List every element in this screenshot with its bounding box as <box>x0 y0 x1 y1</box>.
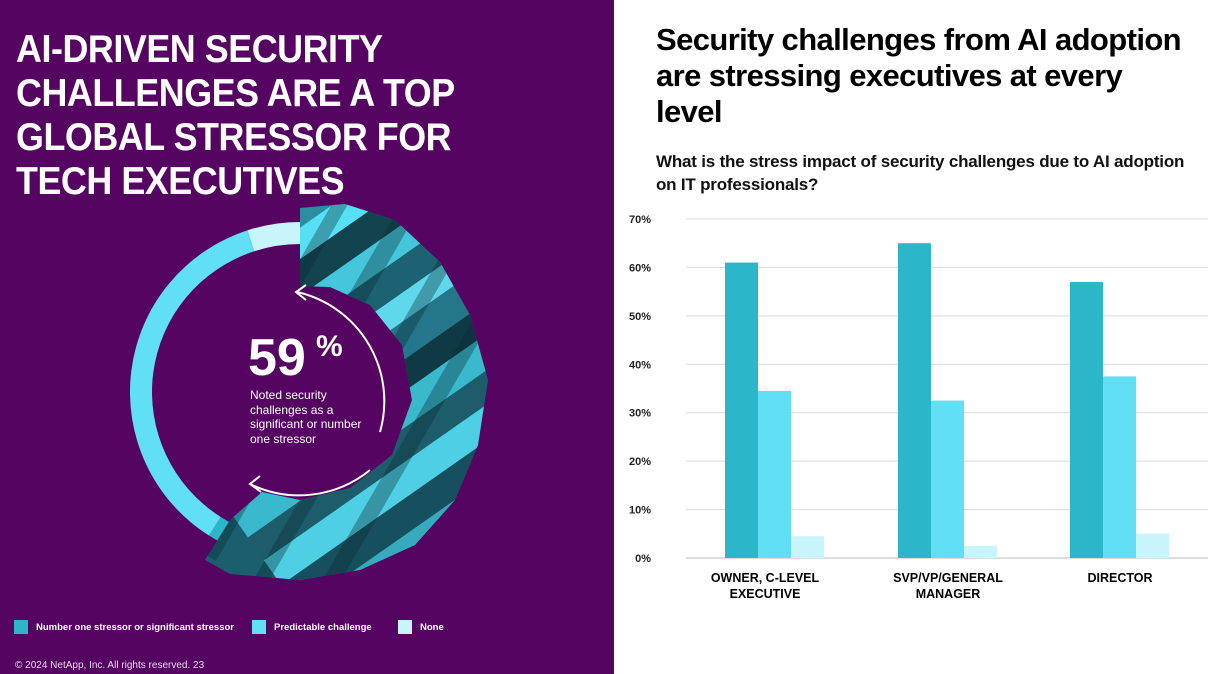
donut-chart <box>129 204 488 580</box>
legend-item-stressor: Number one stressor or significant stres… <box>14 620 234 634</box>
legend-item-none: None <box>398 620 444 634</box>
right-panel-title: Security challenges from AI adoption are… <box>656 22 1182 129</box>
bar <box>964 545 997 558</box>
chart-y-axis: 0% 10% 20% 30% 40% 50% 60% 70% <box>629 214 651 565</box>
bar <box>931 400 964 558</box>
legend-label: Number one stressor or significant stres… <box>36 621 234 633</box>
donut-segment <box>129 230 255 536</box>
legend-swatch <box>398 620 412 634</box>
y-tick-label: 0% <box>635 553 651 565</box>
y-tick-label: 60% <box>629 262 651 274</box>
chart-bars <box>725 243 1169 558</box>
bar-chart: 0% 10% 20% 30% 40% 50% 60% 70% <box>629 214 1208 565</box>
legend-swatch <box>252 620 266 634</box>
category-label-svp: SVP/VP/GENERAL MANAGER <box>893 571 1003 601</box>
bar <box>758 390 791 558</box>
bar <box>1103 376 1136 558</box>
bar <box>725 262 758 558</box>
stat-unit: % <box>316 330 343 363</box>
category-label-owner: OWNER, C-LEVEL EXECUTIVE <box>710 571 820 601</box>
legend-swatch <box>14 620 28 634</box>
bar <box>898 243 931 558</box>
stat-value: 59 <box>248 329 306 387</box>
bar <box>1070 281 1103 558</box>
stat-caption: Noted security challenges as a significa… <box>250 388 362 446</box>
bar <box>791 536 824 558</box>
y-tick-label: 30% <box>629 408 651 420</box>
donut-inner-arrows <box>248 284 386 497</box>
bar <box>1136 533 1169 558</box>
y-tick-label: 50% <box>629 311 651 323</box>
footer-copyright: © 2024 NetApp, Inc. All rights reserved.… <box>15 660 205 671</box>
donut-highlight-wedge <box>205 204 488 580</box>
legend-label: Predictable challenge <box>274 621 372 633</box>
y-tick-label: 70% <box>629 214 651 226</box>
category-label-director: DIRECTOR <box>1087 571 1153 585</box>
donut-segment <box>247 222 300 252</box>
chart-question: What is the stress impact of security ch… <box>656 152 1185 194</box>
y-tick-label: 40% <box>629 359 651 371</box>
legend-item-predictable: Predictable challenge <box>252 620 372 634</box>
legend-label: None <box>420 621 444 633</box>
left-panel-title: AI-DRIVEN SECURITY CHALLENGES ARE A TOP … <box>16 28 455 203</box>
y-tick-label: 10% <box>629 505 651 517</box>
y-tick-label: 20% <box>629 456 651 468</box>
